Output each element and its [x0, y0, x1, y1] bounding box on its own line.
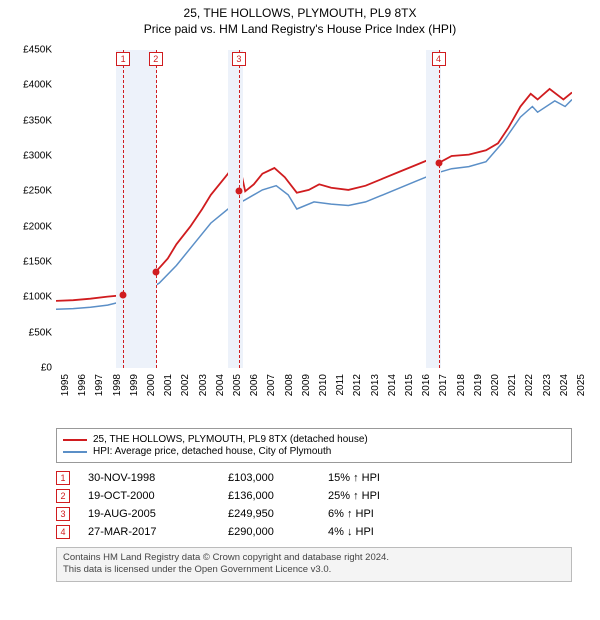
- footer-line: Contains HM Land Registry data © Crown c…: [63, 552, 565, 564]
- legend-label: HPI: Average price, detached house, City…: [93, 446, 331, 457]
- x-tick-label: 2007: [266, 374, 277, 396]
- x-tick-label: 2017: [438, 374, 449, 396]
- title-block: 25, THE HOLLOWS, PLYMOUTH, PL9 8TX Price…: [10, 6, 590, 36]
- table-row: 2 19-OCT-2000£136,00025% ↑ HPI: [56, 489, 572, 503]
- row-pct: 4% ↓ HPI: [328, 526, 448, 538]
- footer-attribution: Contains HM Land Registry data © Crown c…: [56, 547, 572, 582]
- row-marker-box: 3: [56, 507, 70, 521]
- row-date: 27-MAR-2017: [88, 526, 228, 538]
- x-tick-label: 1997: [94, 374, 105, 396]
- x-tick-label: 1998: [112, 374, 123, 396]
- y-tick-label: £350K: [10, 115, 52, 126]
- transaction-dot: [120, 292, 127, 299]
- row-pct: 25% ↑ HPI: [328, 490, 448, 502]
- y-tick-label: £100K: [10, 292, 52, 303]
- table-row: 4 27-MAR-2017£290,0004% ↓ HPI: [56, 525, 572, 539]
- legend-item: 25, THE HOLLOWS, PLYMOUTH, PL9 8TX (deta…: [63, 434, 565, 445]
- marker-box: 2: [149, 52, 163, 66]
- title-subtitle: Price paid vs. HM Land Registry's House …: [10, 22, 590, 36]
- legend-label: 25, THE HOLLOWS, PLYMOUTH, PL9 8TX (deta…: [93, 434, 368, 445]
- x-tick-label: 2024: [559, 374, 570, 396]
- x-tick-label: 2022: [524, 374, 535, 396]
- x-tick-label: 2002: [180, 374, 191, 396]
- y-tick-label: £250K: [10, 186, 52, 197]
- x-tick-label: 2009: [301, 374, 312, 396]
- x-tick-label: 2018: [456, 374, 467, 396]
- x-tick-label: 2021: [507, 374, 518, 396]
- marker-vline: [439, 50, 440, 368]
- y-tick-label: £0: [10, 363, 52, 374]
- marker-box: 4: [432, 52, 446, 66]
- marker-box: 1: [116, 52, 130, 66]
- y-tick-label: £200K: [10, 221, 52, 232]
- x-tick-label: 2010: [318, 374, 329, 396]
- row-price: £136,000: [228, 490, 328, 502]
- x-tick-label: 2019: [473, 374, 484, 396]
- title-address: 25, THE HOLLOWS, PLYMOUTH, PL9 8TX: [10, 6, 590, 20]
- marker-vline: [156, 50, 157, 368]
- x-tick-label: 2006: [249, 374, 260, 396]
- row-marker-box: 1: [56, 471, 70, 485]
- legend-swatch: [63, 439, 87, 441]
- x-tick-label: 2011: [335, 374, 346, 396]
- x-tick-label: 1999: [129, 374, 140, 396]
- plot-area: 1 2 3 4: [56, 50, 572, 368]
- legend-item: HPI: Average price, detached house, City…: [63, 446, 565, 457]
- row-date: 30-NOV-1998: [88, 472, 228, 484]
- y-tick-label: £150K: [10, 257, 52, 268]
- x-axis-labels: 1995 1996 1997 1998 1999 2000 2001 2002 2003 2004…: [56, 374, 572, 414]
- x-tick-label: 2014: [387, 374, 398, 396]
- row-price: £103,000: [228, 472, 328, 484]
- y-tick-label: £300K: [10, 151, 52, 162]
- transaction-table: 1 30-NOV-1998£103,00015% ↑ HPI 2 19-OCT-200…: [56, 471, 572, 539]
- marker-vline: [239, 50, 240, 368]
- x-tick-label: 2000: [146, 374, 157, 396]
- x-tick-label: 2003: [198, 374, 209, 396]
- legend-swatch: [63, 451, 87, 453]
- x-tick-label: 1996: [77, 374, 88, 396]
- marker-box: 3: [232, 52, 246, 66]
- transaction-dot: [435, 160, 442, 167]
- chart: 1 2 3 4 £0 £50K £100K £150K £200K £250K £300K £350…: [10, 42, 586, 422]
- y-tick-label: £400K: [10, 80, 52, 91]
- x-tick-label: 2025: [576, 374, 587, 396]
- x-tick-label: 2008: [284, 374, 295, 396]
- transaction-dot: [235, 188, 242, 195]
- row-marker-box: 4: [56, 525, 70, 539]
- x-tick-label: 1995: [60, 374, 71, 396]
- x-tick-label: 2020: [490, 374, 501, 396]
- x-tick-label: 2016: [421, 374, 432, 396]
- row-price: £249,950: [228, 508, 328, 520]
- legend: 25, THE HOLLOWS, PLYMOUTH, PL9 8TX (deta…: [56, 428, 572, 463]
- x-tick-label: 2004: [215, 374, 226, 396]
- footer-line: This data is licensed under the Open Gov…: [63, 564, 565, 576]
- x-tick-label: 2005: [232, 374, 243, 396]
- x-tick-label: 2023: [542, 374, 553, 396]
- row-price: £290,000: [228, 526, 328, 538]
- row-pct: 6% ↑ HPI: [328, 508, 448, 520]
- x-tick-label: 2015: [404, 374, 415, 396]
- x-tick-label: 2013: [370, 374, 381, 396]
- y-tick-label: £50K: [10, 327, 52, 338]
- marker-vline: [123, 50, 124, 368]
- chart-container: 25, THE HOLLOWS, PLYMOUTH, PL9 8TX Price…: [0, 0, 600, 590]
- row-date: 19-AUG-2005: [88, 508, 228, 520]
- transaction-dot: [152, 268, 159, 275]
- table-row: 3 19-AUG-2005£249,9506% ↑ HPI: [56, 507, 572, 521]
- shaded-band: [228, 50, 243, 368]
- row-pct: 15% ↑ HPI: [328, 472, 448, 484]
- table-row: 1 30-NOV-1998£103,00015% ↑ HPI: [56, 471, 572, 485]
- x-tick-label: 2001: [163, 374, 174, 396]
- row-date: 19-OCT-2000: [88, 490, 228, 502]
- x-tick-label: 2012: [352, 374, 363, 396]
- row-marker-box: 2: [56, 489, 70, 503]
- y-tick-label: £450K: [10, 45, 52, 56]
